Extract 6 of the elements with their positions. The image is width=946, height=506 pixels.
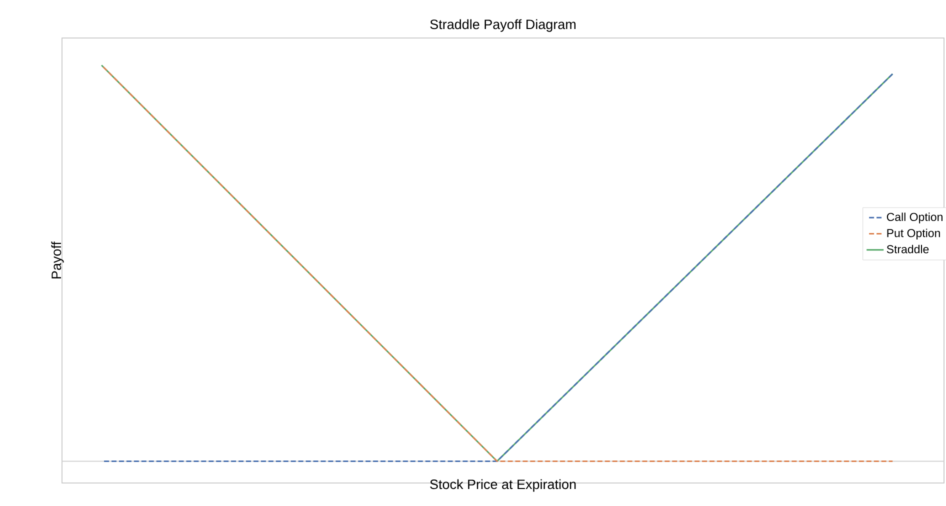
chart-title: Straddle Payoff Diagram [430,19,576,32]
legend-label: Put Option [887,228,940,240]
legend-label: Straddle [886,244,929,254]
y-axis-title: Payoff [51,241,64,278]
x-axis-title: Stock Price at Expiration [430,479,576,492]
legend-label: Call Option [886,212,942,224]
